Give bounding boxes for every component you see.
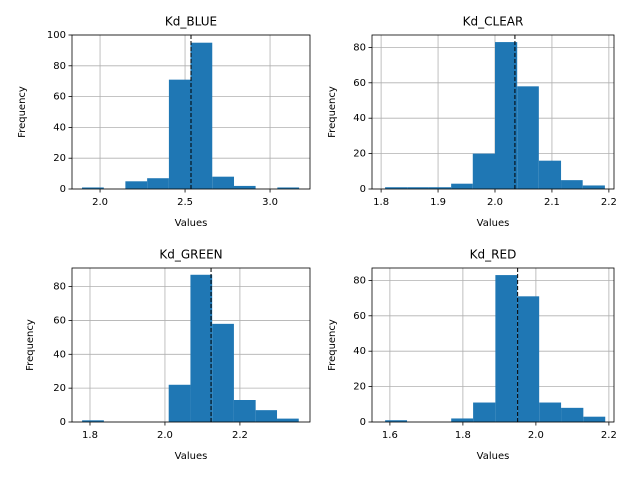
subplot-title: Kd_RED — [470, 248, 517, 262]
axes-frame — [71, 34, 311, 190]
bar — [82, 420, 104, 422]
bar — [255, 410, 278, 422]
bar — [561, 180, 583, 189]
y-tick-label: 60 — [53, 315, 66, 326]
y-tick-label: 40 — [53, 122, 66, 133]
x-tick-label: 2.2 — [232, 430, 248, 441]
axes-frame — [71, 267, 311, 423]
y-tick-label: 60 — [353, 78, 366, 89]
bar — [125, 181, 148, 189]
bar — [233, 400, 256, 422]
x-axis-label: Values — [477, 218, 510, 229]
x-tick-label: 2.0 — [157, 430, 173, 441]
bar — [190, 42, 213, 190]
bar — [385, 420, 408, 422]
x-tick-label: 2.2 — [601, 197, 617, 208]
y-tick-label: 60 — [53, 92, 66, 103]
x-tick-label: 1.8 — [82, 430, 98, 441]
y-tick-label: 60 — [353, 311, 366, 322]
bar — [168, 79, 191, 189]
x-tick-label: 2.5 — [177, 197, 193, 208]
bar — [212, 176, 235, 189]
axes-frame — [371, 267, 615, 423]
y-tick-label: 80 — [53, 282, 66, 293]
bar — [428, 187, 452, 189]
subplot-title: Kd_BLUE — [165, 15, 217, 29]
bar — [451, 418, 474, 422]
x-tick-label: 2.2 — [601, 430, 617, 441]
y-tick-label: 0 — [60, 417, 66, 428]
bar — [82, 187, 104, 189]
subplot: 1.8 2.0 2.2 0 20 40 60 80 Kd_GREEN Values Frequenc… — [25, 248, 311, 462]
bar — [277, 187, 300, 189]
y-tick-label: 40 — [353, 113, 366, 124]
y-axis-label: Frequency — [25, 319, 36, 371]
subplot: 1.6 1.8 2.0 2.2 0 20 40 60 80 Kd_RED Values Frequen… — [327, 248, 617, 463]
x-axis-label: Values — [477, 451, 510, 462]
bar — [147, 178, 169, 189]
axes-frame — [371, 34, 615, 190]
x-tick-label: 1.9 — [430, 197, 446, 208]
bar — [517, 86, 539, 189]
y-tick-label: 80 — [53, 61, 66, 72]
bar — [472, 153, 495, 189]
bar — [517, 296, 540, 422]
bar — [168, 384, 191, 422]
x-tick-label: 2.0 — [528, 430, 544, 441]
x-axis-label: Values — [175, 451, 208, 462]
x-tick-label: 2.1 — [544, 197, 560, 208]
x-tick-label: 1.8 — [455, 430, 471, 441]
x-tick-label: 1.6 — [382, 430, 398, 441]
y-tick-label: 80 — [353, 42, 366, 53]
y-tick-label: 40 — [53, 349, 66, 360]
bar — [538, 160, 562, 189]
bar — [451, 183, 473, 189]
y-tick-label: 0 — [360, 417, 366, 428]
x-axis-label: Values — [175, 218, 208, 229]
subplot: 2.0 2.5 3.0 0 20 40 60 80 100 Kd_BLUE Values Freque… — [17, 15, 311, 229]
y-axis-label: Frequency — [17, 86, 28, 138]
y-tick-label: 80 — [353, 275, 366, 286]
bar — [234, 185, 256, 189]
y-tick-label: 0 — [60, 184, 66, 195]
bar — [473, 402, 496, 422]
x-tick-label: 2.0 — [487, 197, 503, 208]
subplot-title: Kd_GREEN — [159, 248, 222, 262]
bar — [495, 275, 518, 422]
y-tick-label: 0 — [360, 184, 366, 195]
subplot-title: Kd_CLEAR — [463, 15, 524, 29]
bar — [407, 187, 429, 189]
x-tick-label: 1.8 — [373, 197, 389, 208]
bar — [583, 416, 606, 422]
bar — [190, 274, 213, 422]
bar — [561, 407, 584, 422]
y-tick-label: 20 — [353, 382, 366, 393]
bar — [494, 42, 518, 189]
y-axis-label: Frequency — [327, 86, 338, 138]
y-tick-label: 100 — [47, 30, 66, 41]
x-tick-label: 2.0 — [92, 197, 108, 208]
subplot: 1.8 1.9 2.0 2.1 2.2 0 20 40 60 80 Kd_CLEAR Values Fr… — [327, 15, 617, 230]
y-tick-label: 40 — [353, 346, 366, 357]
bar — [582, 185, 605, 189]
y-axis-label: Frequency — [327, 319, 338, 371]
bar — [385, 187, 408, 189]
bar — [212, 323, 234, 422]
y-tick-label: 20 — [53, 153, 66, 164]
bar — [539, 402, 562, 422]
bar — [277, 418, 299, 422]
y-tick-label: 20 — [353, 149, 366, 160]
y-tick-label: 20 — [53, 383, 66, 394]
x-tick-label: 3.0 — [262, 197, 278, 208]
